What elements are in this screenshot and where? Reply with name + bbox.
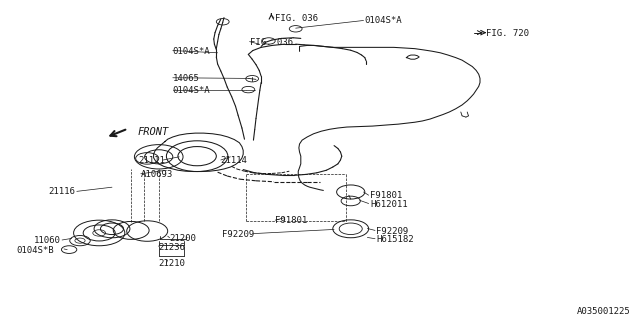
Text: F92209: F92209 xyxy=(376,227,408,236)
Text: 14065: 14065 xyxy=(173,74,200,83)
Text: 11060: 11060 xyxy=(34,236,61,245)
Text: A035001225: A035001225 xyxy=(577,307,630,316)
Text: A10693: A10693 xyxy=(141,170,173,179)
Text: 21111: 21111 xyxy=(138,156,165,165)
Text: 0104S*A: 0104S*A xyxy=(173,47,211,56)
Text: F91801: F91801 xyxy=(370,191,402,200)
Text: F92209: F92209 xyxy=(223,230,255,239)
Text: 21116: 21116 xyxy=(49,188,76,196)
Text: 21236: 21236 xyxy=(159,243,186,252)
Text: FIG. 720: FIG. 720 xyxy=(486,29,529,38)
Text: 0104S*A: 0104S*A xyxy=(173,86,211,95)
Text: 21210: 21210 xyxy=(159,260,186,268)
Text: F91801: F91801 xyxy=(275,216,307,225)
Text: 21200: 21200 xyxy=(170,234,196,243)
Text: 21114: 21114 xyxy=(221,156,248,165)
Text: FRONT: FRONT xyxy=(138,127,169,137)
Text: FIG. 036: FIG. 036 xyxy=(275,14,318,23)
Text: H612011: H612011 xyxy=(370,200,408,209)
Text: 0104S*B: 0104S*B xyxy=(16,246,54,255)
Text: FIG. 036: FIG. 036 xyxy=(250,38,292,47)
Text: 0104S*A: 0104S*A xyxy=(365,16,403,25)
Text: H615182: H615182 xyxy=(376,235,414,244)
